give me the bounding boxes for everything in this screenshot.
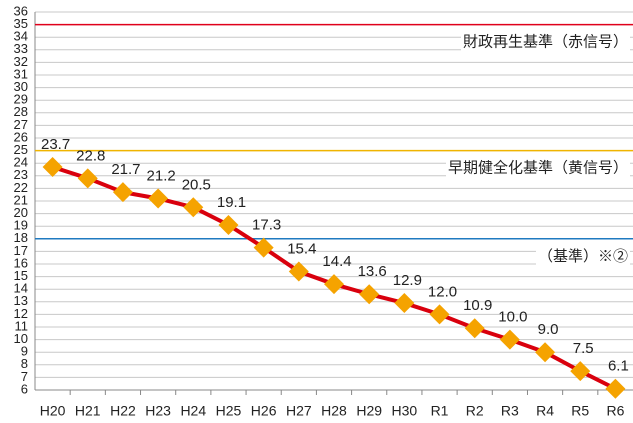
y-tick-label: 28 <box>14 104 28 119</box>
data-marker <box>77 168 98 189</box>
data-label: 13.6 <box>358 263 387 280</box>
x-tick-label: R2 <box>466 403 484 419</box>
data-marker <box>464 318 485 339</box>
label-background <box>445 158 630 177</box>
data-marker <box>359 284 380 305</box>
x-tick-label: R1 <box>431 403 449 419</box>
y-tick-label: 31 <box>14 66 28 81</box>
data-label: 12.0 <box>428 283 457 300</box>
data-label: 19.1 <box>217 194 246 211</box>
y-tick-label: 17 <box>14 243 28 258</box>
data-marker <box>324 274 344 295</box>
y-tick-label: 24 <box>14 155 28 170</box>
y-tick-label: 30 <box>14 79 28 94</box>
y-tick-label: 10 <box>14 331 28 346</box>
y-tick-label: 7 <box>21 369 28 384</box>
data-label: 10.0 <box>498 309 527 326</box>
data-marker <box>605 378 626 399</box>
data-label: 7.5 <box>573 340 594 357</box>
y-tick-label: 22 <box>14 180 28 195</box>
y-tick-label: 35 <box>14 16 28 31</box>
data-marker <box>535 342 556 363</box>
x-tick-label: H28 <box>321 403 347 419</box>
data-marker <box>183 197 204 218</box>
x-tick-label: H23 <box>145 403 171 419</box>
data-marker <box>570 361 591 382</box>
y-tick-label: 29 <box>14 92 28 107</box>
y-tick-label: 13 <box>14 293 28 308</box>
y-tick-label: 36 <box>14 3 28 18</box>
data-label: 12.9 <box>393 272 422 289</box>
y-tick-label: 20 <box>14 205 28 220</box>
data-label: 21.7 <box>111 161 140 178</box>
reference-label: 財政再生基準（赤信号） <box>463 34 628 51</box>
data-marker <box>42 156 63 177</box>
x-tick-label: H20 <box>40 403 66 419</box>
x-tick-label: R6 <box>606 403 624 419</box>
data-label: 14.4 <box>322 253 351 270</box>
x-tick-label: H27 <box>286 403 312 419</box>
y-tick-label: 32 <box>14 54 28 69</box>
data-label: 22.8 <box>76 147 105 164</box>
x-tick-label: H26 <box>251 403 277 419</box>
data-label: 17.3 <box>252 217 281 234</box>
y-tick-label: 33 <box>14 41 28 56</box>
label-background <box>535 247 630 265</box>
data-label: 23.7 <box>41 136 70 153</box>
x-tick-label: H30 <box>392 403 418 419</box>
x-tick-label: H29 <box>356 403 382 419</box>
y-tick-label: 14 <box>14 281 28 296</box>
x-tick-label: H24 <box>180 403 206 419</box>
y-tick-label: 15 <box>14 268 28 283</box>
y-tick-label: 19 <box>14 218 28 233</box>
data-marker <box>218 214 239 235</box>
y-tick-label: 34 <box>14 29 28 44</box>
x-tick-label: H22 <box>110 403 136 419</box>
data-label: 10.9 <box>463 297 492 314</box>
data-marker <box>112 182 133 203</box>
data-label: 9.0 <box>538 321 559 338</box>
data-marker <box>394 293 415 314</box>
y-tick-label: 6 <box>21 381 28 396</box>
y-tick-label: 9 <box>21 344 28 359</box>
data-marker <box>288 261 309 282</box>
data-marker <box>253 237 274 258</box>
x-tick-label: R5 <box>571 403 589 419</box>
data-marker <box>148 188 169 209</box>
y-tick-label: 21 <box>14 192 28 207</box>
data-label: 6.1 <box>608 358 629 375</box>
reference-label: 早期健全化基準（黄信号） <box>448 159 628 177</box>
x-tick-label: R3 <box>501 403 519 419</box>
label-background <box>460 33 630 51</box>
x-tick-label: H21 <box>75 403 101 419</box>
reference-label: （基準）※② <box>538 248 628 265</box>
data-marker <box>499 329 520 350</box>
y-tick-label: 16 <box>14 255 28 270</box>
y-tick-label: 12 <box>14 306 28 321</box>
data-label: 21.2 <box>147 167 176 184</box>
y-tick-label: 8 <box>21 356 28 371</box>
x-tick-label: R4 <box>536 403 554 419</box>
y-tick-label: 26 <box>14 129 28 144</box>
y-tick-label: 27 <box>14 117 28 132</box>
data-marker <box>429 304 450 325</box>
y-tick-label: 11 <box>15 318 29 333</box>
data-label: 15.4 <box>287 241 316 258</box>
y-tick-label: 25 <box>14 142 28 157</box>
x-tick-label: H25 <box>216 403 242 419</box>
y-tick-label: 18 <box>14 230 28 245</box>
y-tick-label: 23 <box>14 167 28 182</box>
data-label: 20.5 <box>182 176 211 193</box>
